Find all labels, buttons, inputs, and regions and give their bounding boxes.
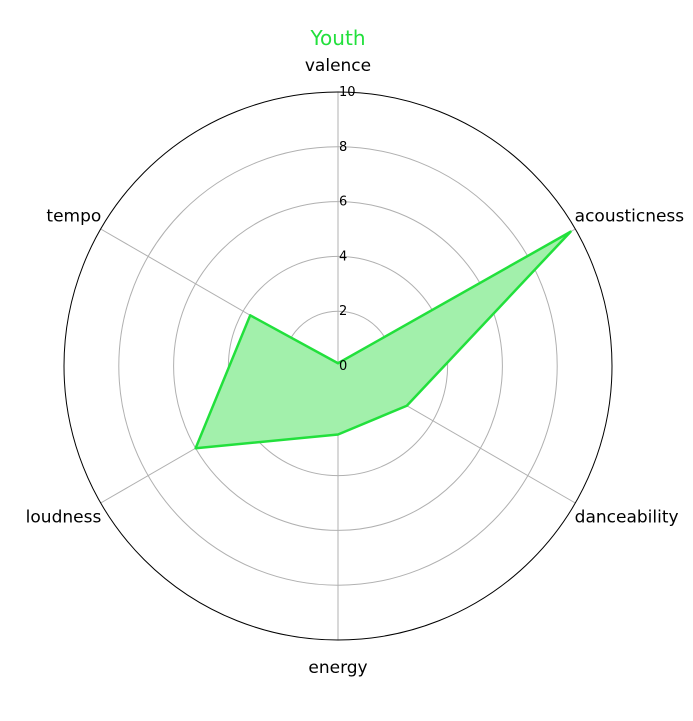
r-tick-label: 4	[339, 249, 347, 264]
axis-label-energy: energy	[308, 658, 367, 678]
axis-label-tempo: tempo	[46, 207, 101, 227]
r-tick-label: 10	[339, 85, 356, 100]
radar-frame	[63, 91, 613, 641]
r-tick-label: 8	[339, 140, 347, 155]
radar-labels: 0 2 4 6 8 10 valence acousticness danceability en…	[26, 56, 685, 678]
r-tick-label: 2	[339, 304, 347, 319]
axis-label-loudness: loudness	[26, 508, 102, 528]
axis-label-danceability: danceability	[575, 508, 679, 528]
r-tick-label: 0	[339, 359, 347, 374]
chart-title: Youth	[310, 26, 366, 50]
radar-series	[194, 230, 572, 450]
axis-label-valence: valence	[305, 56, 371, 76]
axis-label-acousticness: acousticness	[575, 207, 685, 227]
r-tick-label: 6	[339, 195, 347, 210]
